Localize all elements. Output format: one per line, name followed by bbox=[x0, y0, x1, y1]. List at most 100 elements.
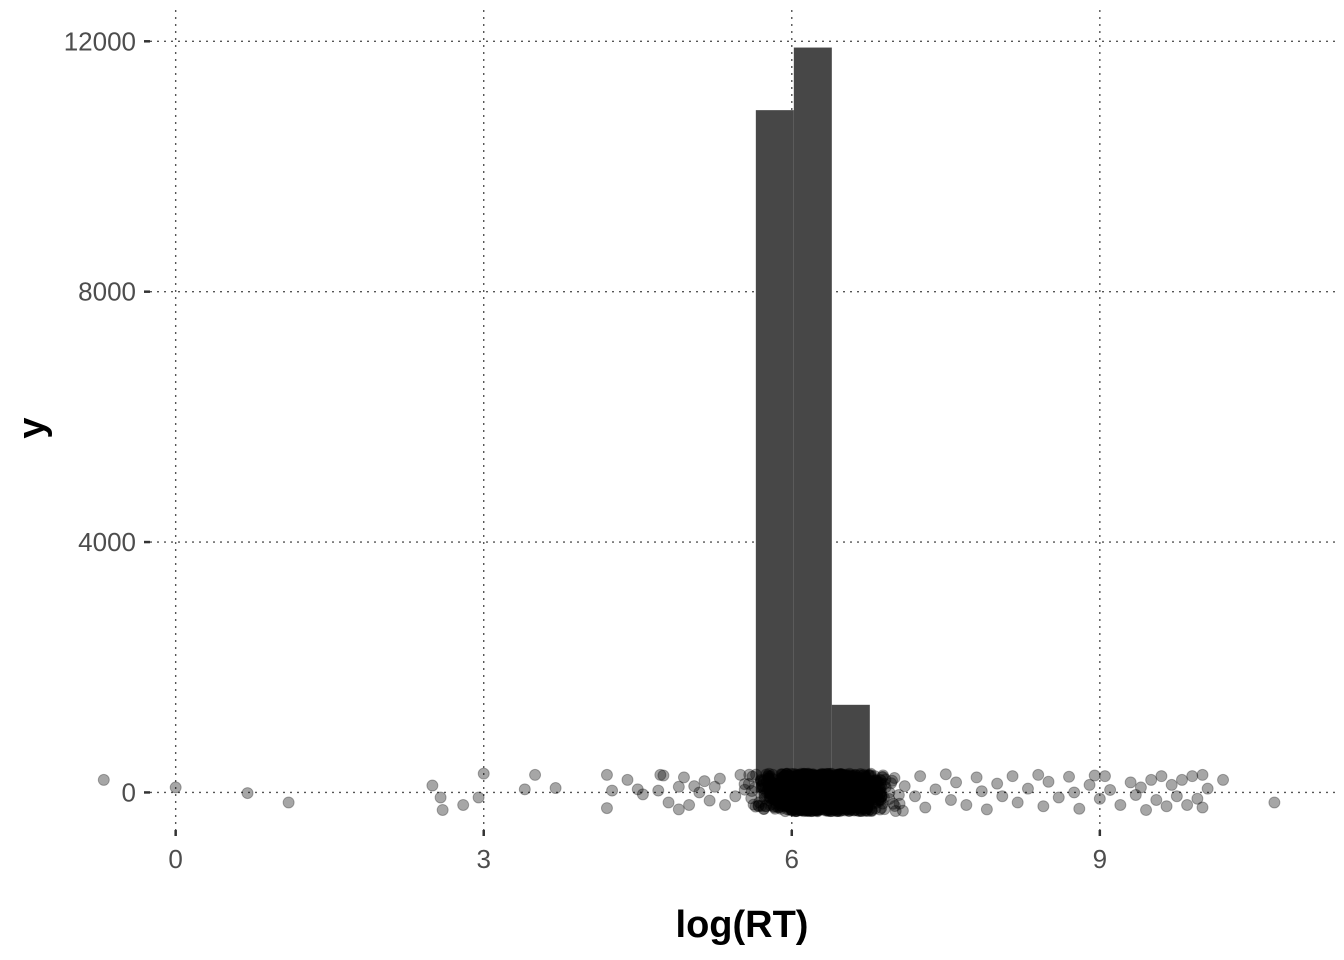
jitter-point bbox=[763, 775, 776, 788]
jitter-point bbox=[812, 779, 825, 792]
jitter-point bbox=[472, 791, 485, 804]
jitter-point bbox=[813, 791, 826, 804]
jitter-point bbox=[789, 785, 802, 798]
jitter-point bbox=[805, 801, 818, 814]
jitter-point bbox=[829, 797, 842, 810]
jitter-point bbox=[765, 776, 778, 789]
jitter-point bbox=[772, 785, 785, 798]
jitter-point bbox=[838, 772, 851, 785]
jitter-point bbox=[832, 777, 845, 790]
jitter-point bbox=[795, 789, 808, 802]
jitter-point bbox=[782, 791, 795, 804]
jitter-point bbox=[796, 790, 809, 803]
jitter-point bbox=[549, 782, 562, 795]
jitter-point bbox=[818, 785, 831, 798]
jitter-point bbox=[856, 791, 869, 804]
jitter-point bbox=[854, 785, 867, 798]
jitter-point bbox=[817, 771, 830, 784]
jitter-point bbox=[840, 790, 853, 803]
jitter-point bbox=[806, 775, 819, 788]
jitter-point bbox=[790, 780, 803, 793]
jitter-point bbox=[803, 796, 816, 809]
jitter-point bbox=[1140, 803, 1153, 816]
jitter-point bbox=[837, 769, 850, 782]
jitter-point bbox=[847, 780, 860, 793]
jitter-point bbox=[818, 776, 831, 789]
jitter-point bbox=[861, 805, 874, 818]
jitter-point bbox=[804, 774, 817, 787]
jitter-point bbox=[812, 795, 825, 808]
jitter-point bbox=[898, 780, 911, 793]
jitter-point bbox=[868, 774, 881, 787]
jitter-point bbox=[860, 792, 873, 805]
jitter-point bbox=[799, 781, 812, 794]
jitter-point bbox=[869, 797, 882, 810]
jitter-point bbox=[785, 777, 798, 790]
jitter-point bbox=[815, 774, 828, 787]
jitter-point bbox=[836, 787, 849, 800]
jitter-point bbox=[839, 784, 852, 797]
jitter-point bbox=[794, 793, 807, 806]
jitter-point bbox=[832, 783, 845, 796]
jitter-point bbox=[861, 791, 874, 804]
jitter-point bbox=[806, 777, 819, 790]
jitter-point bbox=[797, 801, 810, 814]
jitter-point bbox=[857, 797, 870, 810]
jitter-point bbox=[795, 796, 808, 809]
jitter-point bbox=[821, 785, 834, 798]
jitter-point bbox=[1021, 782, 1034, 795]
jitter-point bbox=[789, 779, 802, 792]
jitter-point bbox=[784, 799, 797, 812]
jitter-point bbox=[857, 787, 870, 800]
jitter-point bbox=[825, 773, 838, 786]
jitter-point bbox=[824, 767, 837, 780]
jitter-point bbox=[798, 773, 811, 786]
jitter-point bbox=[858, 796, 871, 809]
jitter-point bbox=[821, 800, 834, 813]
jitter-point bbox=[789, 803, 802, 816]
jitter-point bbox=[1052, 791, 1065, 804]
jitter-point bbox=[823, 800, 836, 813]
jitter-point bbox=[812, 791, 825, 804]
jitter-point bbox=[787, 792, 800, 805]
jitter-point bbox=[874, 774, 887, 787]
jitter-point bbox=[811, 796, 824, 809]
jitter-point bbox=[855, 775, 868, 788]
jitter-point bbox=[802, 778, 815, 791]
jitter-point bbox=[832, 768, 845, 781]
jitter-point bbox=[866, 788, 879, 801]
jitter-point bbox=[797, 798, 810, 811]
jitter-point bbox=[781, 793, 794, 806]
y-tick-label: 4000 bbox=[78, 527, 136, 557]
jitter-point bbox=[763, 783, 776, 796]
jitter-point bbox=[791, 794, 804, 807]
jitter-point bbox=[811, 780, 824, 793]
jitter-point bbox=[862, 792, 875, 805]
jitter-point bbox=[857, 769, 870, 782]
jitter-point bbox=[839, 769, 852, 782]
jitter-point bbox=[837, 770, 850, 783]
jitter-point bbox=[820, 791, 833, 804]
jitter-point bbox=[784, 789, 797, 802]
jitter-point bbox=[799, 804, 812, 817]
jitter-point bbox=[864, 769, 877, 782]
jitter-point bbox=[758, 789, 771, 802]
jitter-point bbox=[777, 777, 790, 790]
jitter-point bbox=[844, 803, 857, 816]
jitter-point bbox=[834, 781, 847, 794]
jitter-point bbox=[819, 794, 832, 807]
jitter-point bbox=[803, 790, 816, 803]
jitter-point bbox=[778, 789, 791, 802]
jitter-point bbox=[672, 780, 685, 793]
jitter-point bbox=[841, 786, 854, 799]
jitter-point bbox=[817, 774, 830, 787]
jitter-point bbox=[855, 801, 868, 814]
jitter-point bbox=[850, 781, 863, 794]
jitter-point bbox=[800, 793, 813, 806]
jitter-point bbox=[863, 803, 876, 816]
jitter-point bbox=[874, 793, 887, 806]
jitter-point bbox=[791, 780, 804, 793]
jitter-point bbox=[800, 793, 813, 806]
jitter-point bbox=[1083, 778, 1096, 791]
jitter-point bbox=[835, 768, 848, 781]
